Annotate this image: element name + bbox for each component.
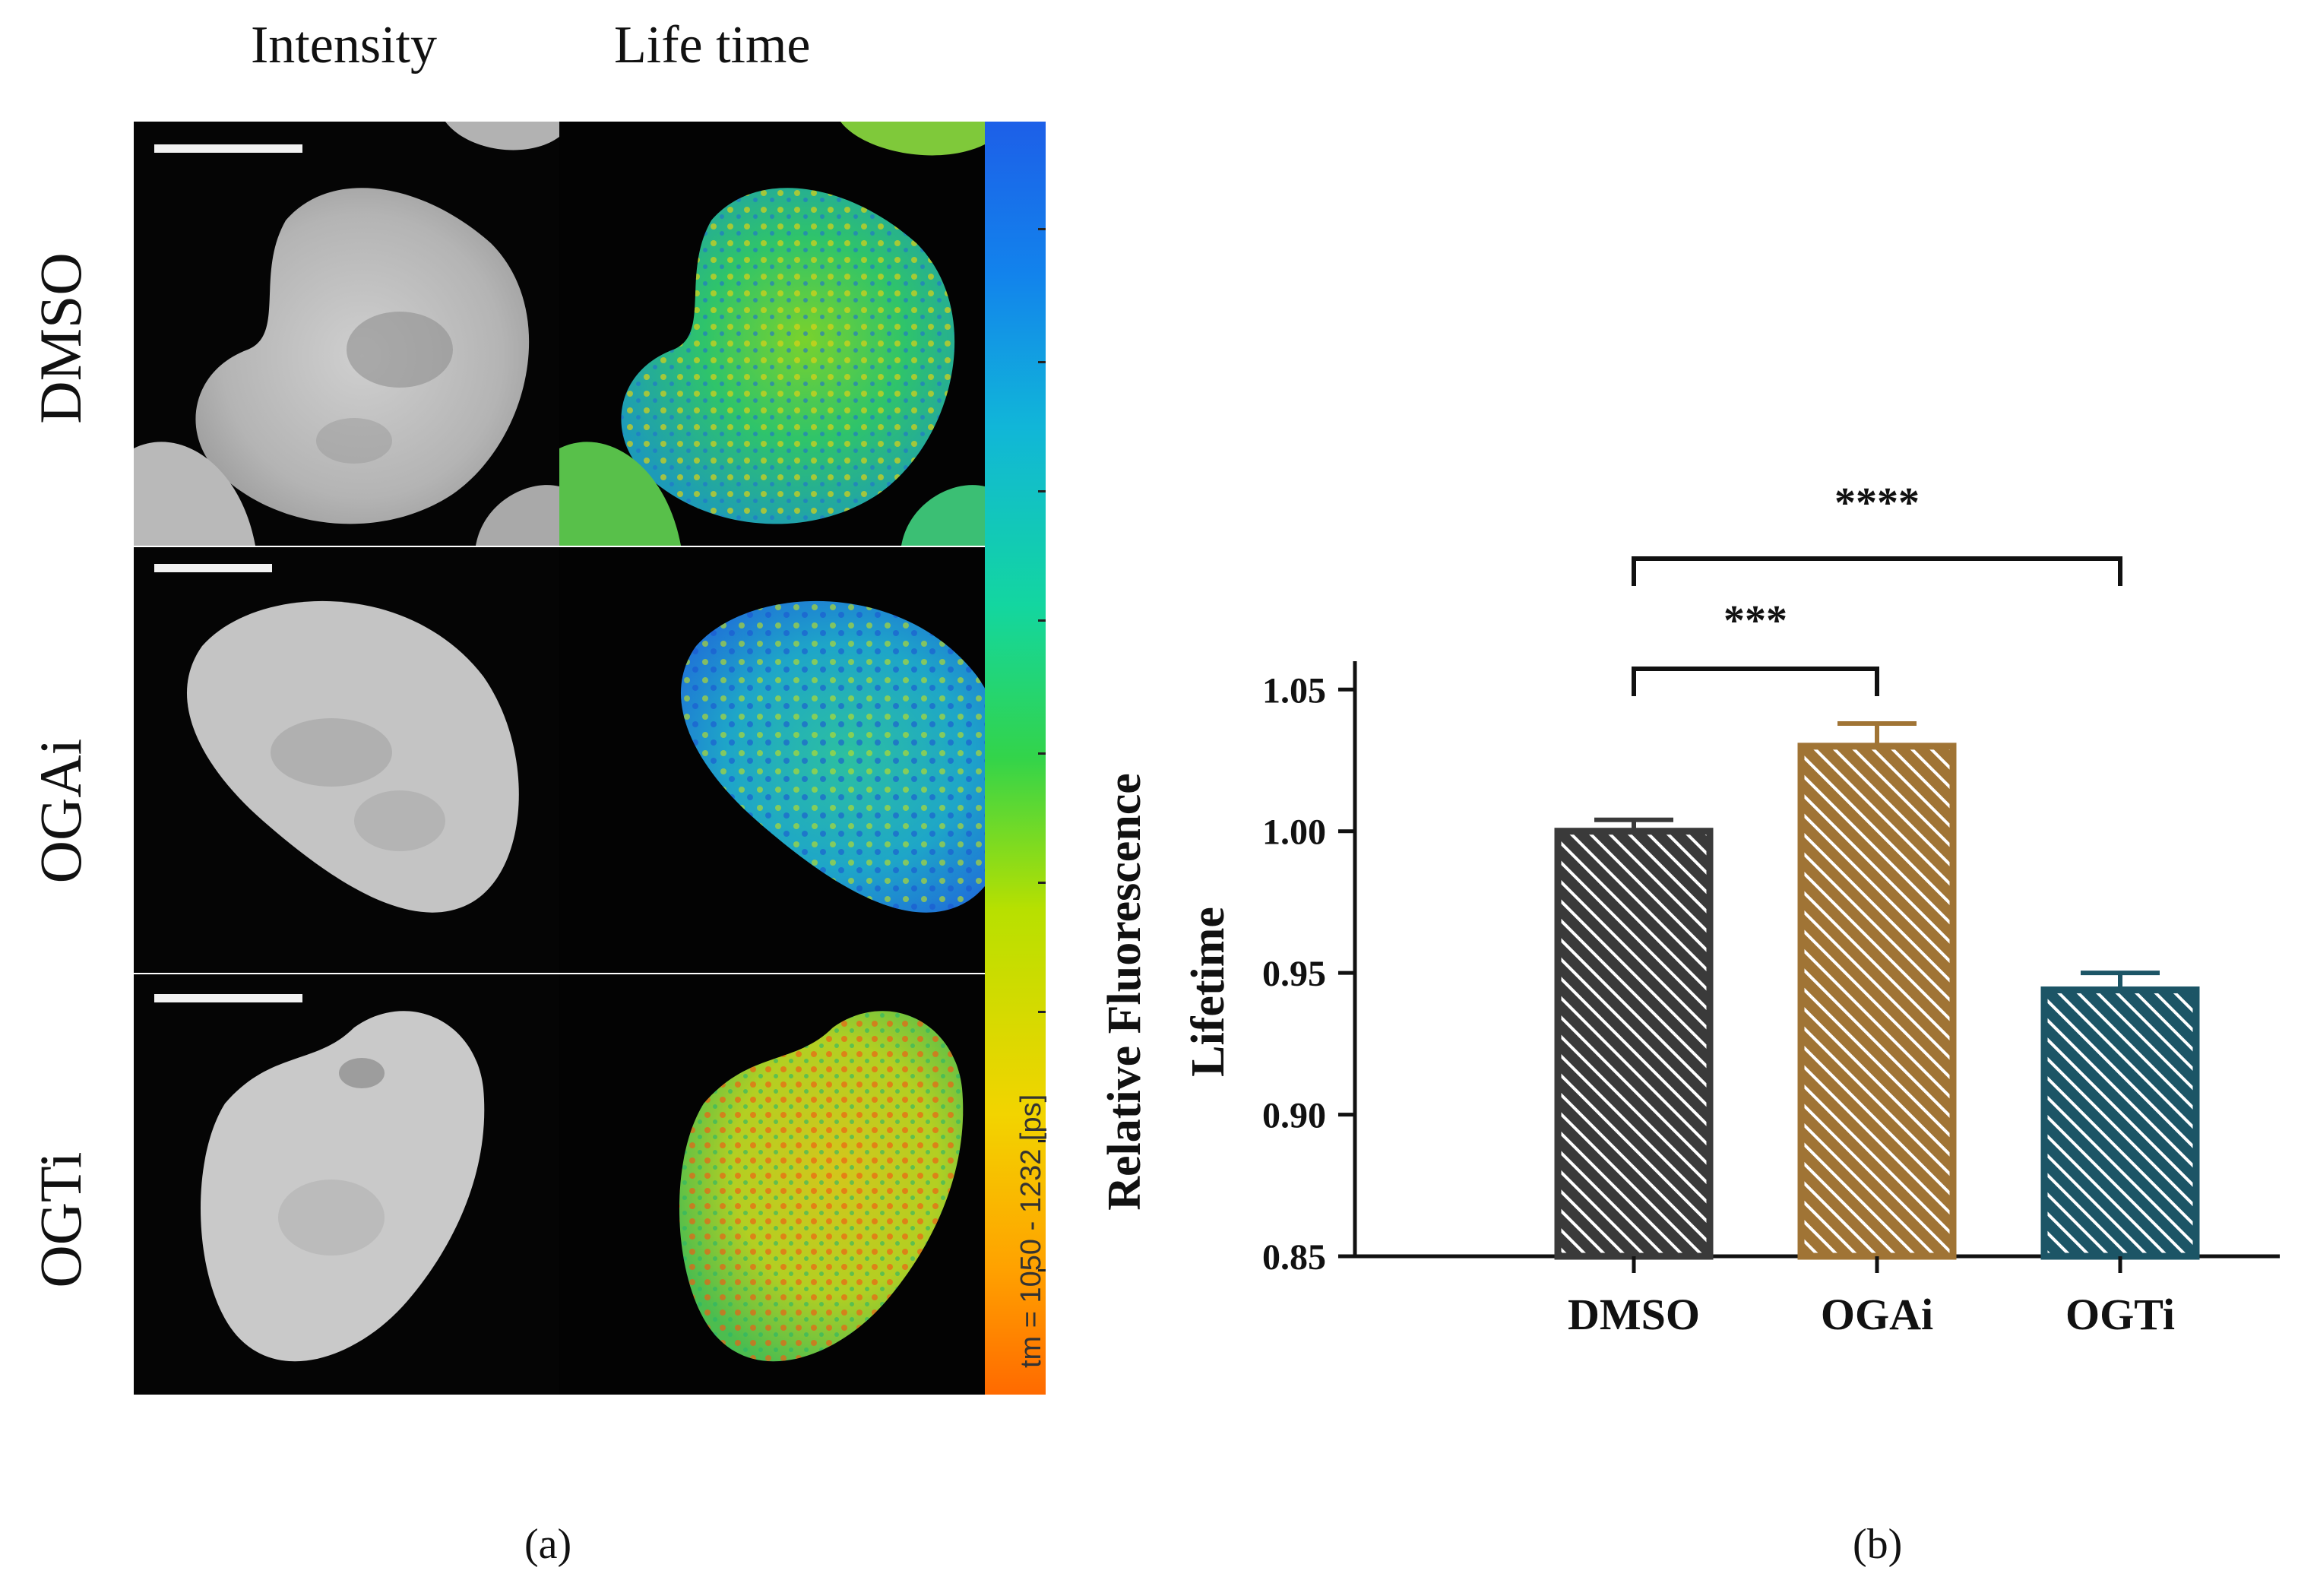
y-tick-label: 0.95 [1262, 954, 1326, 994]
lifetime-image-ogti [559, 974, 985, 1395]
bar-ogti [2040, 986, 2200, 1260]
significance-label: *** [1724, 597, 1787, 644]
colorbar-tick [1038, 752, 1046, 755]
x-tick-label-ogti: OGTi [2065, 1290, 2175, 1339]
significance-bracket [1632, 667, 1879, 696]
y-axis-title-line-2: Lifetime [1182, 907, 1234, 1077]
y-tick-label: 1.00 [1262, 812, 1326, 853]
intensity-image-ogti [134, 974, 559, 1395]
y-axis-title-line-1: Relative Fluorescence [1099, 773, 1151, 1211]
scale-bar-ogti [154, 994, 302, 1002]
lifetime-image-ogai [559, 547, 985, 973]
colorbar-tick [1038, 619, 1046, 622]
colorbar-tick [1038, 1269, 1046, 1271]
significance-label: **** [1834, 480, 1920, 527]
caption-b: (b) [1853, 1521, 1903, 1568]
intensity-image-ogai [134, 547, 559, 973]
colorbar-tick [1038, 361, 1046, 363]
colorbar-tick [1038, 228, 1046, 230]
colorbar-tick [1038, 882, 1046, 884]
intensity-image-dmso [134, 122, 559, 546]
lifetime-image-dmso [559, 122, 985, 546]
colorbar-tick [1038, 1011, 1046, 1013]
y-tick-label: 0.90 [1262, 1096, 1326, 1136]
column-header-intensity: Intensity [251, 16, 437, 74]
y-tick-label: 1.05 [1262, 670, 1326, 711]
colorbar-tick [1038, 1140, 1046, 1142]
colorbar-tick [1038, 490, 1046, 492]
column-header-lifetime: Life time [614, 16, 811, 74]
y-tick-label: 0.85 [1262, 1237, 1326, 1278]
y-axis-title: Relative Fluorescence Lifetime [1083, 650, 1250, 1334]
bar-dmso [1554, 828, 1714, 1260]
bar-ogai [1797, 743, 1957, 1260]
scale-bar-ogai [154, 564, 272, 572]
significance-bracket [1632, 556, 2122, 586]
x-tick-label-dmso: DMSO [1568, 1290, 1700, 1339]
x-tick-label-ogai: OGAi [1821, 1290, 1933, 1339]
scale-bar-dmso [154, 144, 302, 153]
caption-a: (a) [524, 1521, 572, 1568]
lifetime-colorbar [985, 122, 1046, 1395]
